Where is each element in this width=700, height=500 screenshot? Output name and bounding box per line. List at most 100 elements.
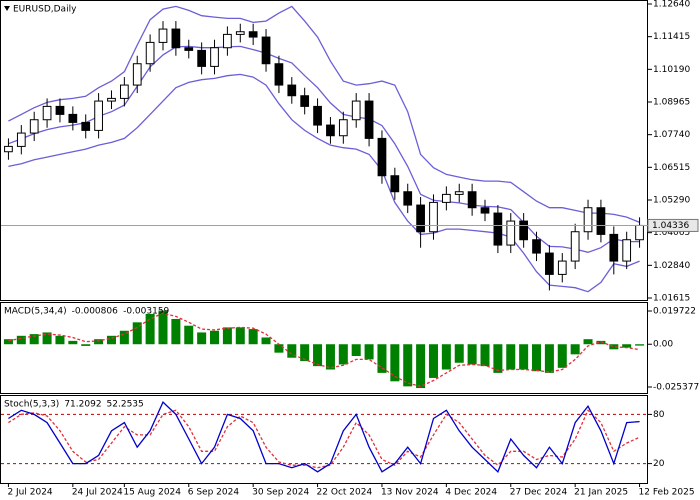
macd-bar bbox=[313, 344, 323, 367]
macd-bar bbox=[235, 327, 245, 345]
stoch-main bbox=[8, 400, 640, 473]
candle-body bbox=[68, 113, 78, 123]
macd-bar bbox=[16, 335, 26, 345]
macd-bar bbox=[506, 344, 516, 370]
candle-body bbox=[390, 175, 400, 193]
candle-body bbox=[596, 207, 606, 235]
stoch-panel bbox=[0, 395, 648, 484]
macd-bar bbox=[55, 335, 65, 345]
x-tick-label: 4 Dec 2024 bbox=[445, 488, 497, 498]
macd-bar bbox=[416, 344, 426, 389]
candle-body bbox=[441, 193, 451, 203]
candle-body bbox=[197, 49, 207, 67]
candle-body bbox=[545, 252, 554, 275]
candle-body bbox=[609, 233, 619, 262]
candle-body bbox=[171, 28, 181, 49]
candle-body bbox=[184, 47, 194, 51]
candle-body bbox=[107, 97, 116, 102]
candle-body bbox=[429, 201, 438, 233]
y-tick-label: 20 bbox=[653, 459, 665, 469]
indicator-value: -0.000806 bbox=[72, 307, 118, 317]
last-price-box bbox=[647, 218, 699, 232]
y-tick-label: 80 bbox=[653, 410, 665, 420]
candle-body bbox=[55, 105, 65, 115]
y-tick-label: 1.10190 bbox=[653, 65, 690, 75]
candle-body bbox=[158, 28, 168, 43]
indicator-value: 52.2535 bbox=[107, 400, 144, 410]
macd-bar bbox=[222, 327, 232, 345]
candle-body bbox=[467, 191, 477, 209]
x-tick-label: 13 Nov 2024 bbox=[381, 488, 439, 498]
y-tick-label: 1.01615 bbox=[653, 294, 690, 304]
candle-body bbox=[4, 145, 13, 153]
candle-body bbox=[326, 124, 335, 137]
candle-body bbox=[274, 63, 284, 86]
price-panel bbox=[0, 0, 648, 301]
x-tick-label: 15 Aug 2024 bbox=[123, 488, 181, 498]
candle-body bbox=[223, 33, 232, 49]
macd-bar bbox=[351, 344, 361, 357]
macd-bar bbox=[184, 325, 194, 345]
macd-bar bbox=[403, 344, 413, 387]
x-tick-label: 6 Sep 2024 bbox=[188, 488, 240, 498]
macd-bar bbox=[583, 339, 593, 345]
candle-body bbox=[287, 84, 297, 97]
macd-bar bbox=[300, 344, 310, 362]
candle-body bbox=[16, 132, 26, 147]
macd-bar bbox=[94, 339, 104, 345]
indicator-value: -0.003159 bbox=[123, 307, 169, 317]
macd-bar bbox=[596, 340, 606, 345]
candle-body bbox=[416, 204, 425, 233]
macd-bar bbox=[364, 344, 374, 360]
y-tick-label: 1.04065 bbox=[653, 228, 690, 238]
x-tick-label: 12 Feb 2025 bbox=[639, 488, 695, 498]
macd-bar bbox=[480, 344, 490, 367]
candle-body bbox=[132, 63, 142, 86]
macd-panel bbox=[0, 302, 648, 394]
candle-body bbox=[235, 31, 245, 35]
macd-bar bbox=[325, 344, 335, 370]
macd-bar bbox=[171, 318, 181, 345]
indicator-title: MACD(5,34,4) bbox=[4, 307, 67, 317]
macd-bar bbox=[81, 344, 91, 346]
macd-bar bbox=[287, 344, 297, 358]
macd-bar bbox=[106, 335, 116, 345]
macd-bar bbox=[519, 344, 529, 370]
y-tick-label: 1.08965 bbox=[653, 98, 690, 108]
macd-bar bbox=[3, 339, 13, 345]
macd-bar bbox=[454, 344, 464, 363]
stoch-signal bbox=[8, 409, 640, 469]
macd-bar bbox=[532, 344, 542, 372]
candle-body bbox=[364, 100, 374, 139]
candle-body bbox=[145, 41, 155, 65]
candle-body bbox=[635, 224, 644, 241]
candle-body bbox=[377, 137, 387, 177]
candle-body bbox=[403, 191, 413, 206]
candle-body bbox=[248, 31, 258, 38]
candle-body bbox=[557, 260, 567, 275]
candle-body bbox=[519, 220, 529, 241]
candle-body bbox=[454, 191, 464, 195]
indicator-value: 71.2092 bbox=[64, 400, 101, 410]
chart-title: EURUSD,Daily bbox=[13, 5, 77, 15]
indicator-title: Stoch(5,3,3) bbox=[4, 400, 59, 410]
candle-body bbox=[81, 121, 91, 131]
x-tick-label: 27 Dec 2024 bbox=[510, 488, 568, 498]
candle-body bbox=[570, 231, 580, 262]
macd-signal bbox=[8, 312, 640, 388]
candle-body bbox=[119, 84, 129, 99]
macd-bar bbox=[622, 344, 632, 348]
macd-bar bbox=[29, 334, 39, 345]
macd-bar bbox=[390, 344, 400, 382]
x-tick-label: 22 Oct 2024 bbox=[317, 488, 373, 498]
macd-bar bbox=[428, 344, 438, 378]
macd-bar bbox=[119, 330, 129, 345]
symbol-marker bbox=[4, 6, 10, 11]
macd-bar bbox=[132, 322, 142, 345]
candle-body bbox=[94, 100, 103, 131]
candle-body bbox=[29, 119, 39, 134]
macd-bar bbox=[441, 344, 451, 370]
macd-bar bbox=[68, 340, 78, 345]
candle-body bbox=[338, 119, 348, 137]
candle-body bbox=[42, 105, 52, 121]
